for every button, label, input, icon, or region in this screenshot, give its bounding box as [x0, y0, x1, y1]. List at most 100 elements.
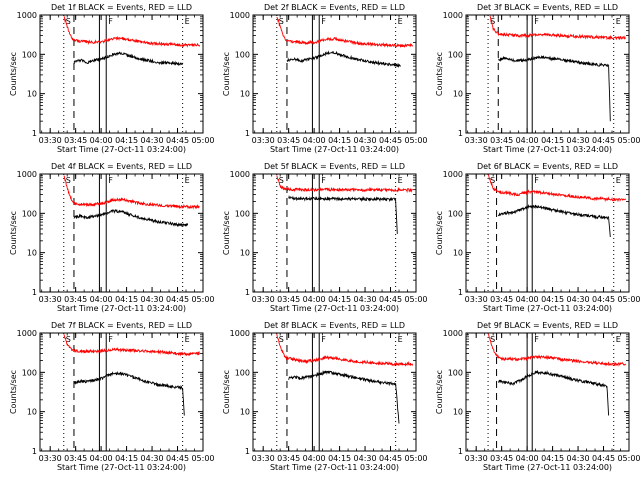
marker-label: F	[108, 335, 113, 344]
marker-label: S	[66, 335, 71, 344]
x-tick-label: 04:45	[166, 136, 189, 145]
y-axis-label: Counts/sec	[222, 211, 231, 255]
panel-title: Det 9f BLACK = Events, RED = LLD	[477, 321, 618, 330]
y-tick-label: 10	[27, 249, 37, 258]
x-axis-label: Start Time (27-Oct-11 03:24:00)	[57, 304, 186, 313]
x-tick-label: 03:45	[64, 136, 87, 145]
x-axis-label: Start Time (27-Oct-11 03:24:00)	[270, 463, 399, 472]
x-tick-label: 03:30	[39, 454, 62, 463]
x-tick-label: 04:45	[379, 136, 402, 145]
y-axis-label: Counts/sec	[9, 211, 18, 255]
x-tick-label: 05:00	[404, 136, 427, 145]
plot-frame	[39, 332, 204, 452]
x-tick-label: 04:15	[115, 454, 138, 463]
y-tick-label: 1000	[230, 329, 250, 338]
detector-panel: Det 2f BLACK = Events, RED = LLD S F E 1 10 10…	[222, 3, 428, 154]
plot-frame	[465, 332, 630, 452]
marker-label: E	[185, 335, 190, 344]
detector-panel: Det 6f BLACK = Events, RED = LLD S F E 1 10 10…	[435, 162, 640, 313]
plot-frame	[39, 14, 204, 134]
marker-label: S	[66, 176, 71, 185]
plot-frame	[252, 332, 417, 452]
marker-label: S	[66, 17, 71, 26]
x-tick-label: 04:00	[516, 454, 539, 463]
y-tick-label: 10	[27, 90, 37, 99]
x-tick-label: 04:15	[541, 136, 564, 145]
marker-label: F	[321, 17, 326, 26]
x-tick-label: 04:30	[141, 136, 164, 145]
plot-frame	[465, 14, 630, 134]
y-axis-label: Counts/sec	[435, 52, 444, 96]
marker-label: F	[534, 17, 539, 26]
plot-frame	[39, 173, 204, 293]
y-tick-label: 100	[235, 368, 250, 377]
events-series-line	[288, 370, 400, 424]
x-tick-label: 03:30	[252, 454, 275, 463]
panel-title: Det 2f BLACK = Events, RED = LLD	[264, 3, 405, 12]
x-axis-label: Start Time (27-Oct-11 03:24:00)	[483, 463, 612, 472]
y-tick-label: 1	[32, 288, 37, 297]
x-axis-label: Start Time (27-Oct-11 03:24:00)	[57, 463, 186, 472]
y-tick-label: 1000	[443, 329, 463, 338]
x-tick-label: 03:30	[465, 295, 488, 304]
x-tick-label: 04:15	[541, 454, 564, 463]
x-tick-label: 04:45	[166, 295, 189, 304]
marker-label: F	[534, 335, 539, 344]
x-tick-label: 04:30	[354, 295, 377, 304]
x-tick-label: 04:30	[567, 454, 590, 463]
panel-title: Det 4f BLACK = Events, RED = LLD	[51, 162, 192, 171]
x-axis-label: Start Time (27-Oct-11 03:24:00)	[270, 304, 399, 313]
panel-title: Det 3f BLACK = Events, RED = LLD	[477, 3, 618, 12]
marker-label: E	[185, 17, 190, 26]
y-axis-label: Counts/sec	[9, 370, 18, 414]
panel-title: Det 1f BLACK = Events, RED = LLD	[51, 3, 192, 12]
x-tick-label: 04:00	[90, 136, 113, 145]
x-axis-label: Start Time (27-Oct-11 03:24:00)	[483, 304, 612, 313]
panel-title: Det 8f BLACK = Events, RED = LLD	[264, 321, 405, 330]
y-tick-label: 1000	[443, 11, 463, 20]
events-series-line	[73, 51, 184, 67]
lld-series-line	[63, 16, 201, 48]
x-tick-label: 05:00	[404, 295, 427, 304]
y-tick-label: 1	[458, 129, 463, 138]
x-tick-label: 04:30	[141, 295, 164, 304]
y-tick-label: 1000	[17, 170, 37, 179]
y-tick-label: 100	[235, 209, 250, 218]
marker-label: F	[108, 17, 113, 26]
y-tick-label: 1	[32, 129, 37, 138]
y-tick-label: 1	[245, 129, 250, 138]
y-axis-label: Counts/sec	[435, 370, 444, 414]
x-tick-label: 04:00	[90, 454, 113, 463]
detector-panel: Det 9f BLACK = Events, RED = LLD S F E 1 10 10…	[435, 321, 640, 472]
x-tick-label: 04:15	[115, 295, 138, 304]
x-tick-label: 04:45	[592, 136, 615, 145]
detector-panel: Det 1f BLACK = Events, RED = LLD S F E 1 10 10…	[9, 3, 215, 154]
marker-label: E	[185, 176, 190, 185]
y-tick-label: 10	[240, 408, 250, 417]
y-axis-label: Counts/sec	[222, 52, 231, 96]
y-tick-label: 10	[240, 90, 250, 99]
y-tick-label: 100	[235, 50, 250, 59]
x-tick-label: 03:30	[39, 136, 62, 145]
y-tick-label: 100	[448, 50, 463, 59]
lld-series-line	[276, 16, 413, 49]
x-tick-label: 03:45	[490, 295, 513, 304]
events-series-line	[498, 54, 611, 122]
x-tick-label: 05:00	[617, 295, 640, 304]
x-tick-label: 05:00	[617, 136, 640, 145]
panel-title: Det 6f BLACK = Events, RED = LLD	[477, 162, 618, 171]
y-tick-label: 10	[453, 90, 463, 99]
events-series-line	[497, 369, 610, 416]
y-tick-label: 100	[448, 209, 463, 218]
x-tick-label: 03:30	[252, 136, 275, 145]
x-tick-label: 05:00	[191, 295, 214, 304]
x-tick-label: 04:15	[328, 136, 351, 145]
y-tick-label: 10	[453, 408, 463, 417]
y-tick-label: 10	[240, 249, 250, 258]
x-tick-label: 04:15	[115, 136, 138, 145]
x-tick-label: 03:45	[490, 136, 513, 145]
y-tick-label: 1000	[443, 170, 463, 179]
x-tick-label: 03:30	[465, 454, 488, 463]
events-series-line	[497, 203, 611, 238]
